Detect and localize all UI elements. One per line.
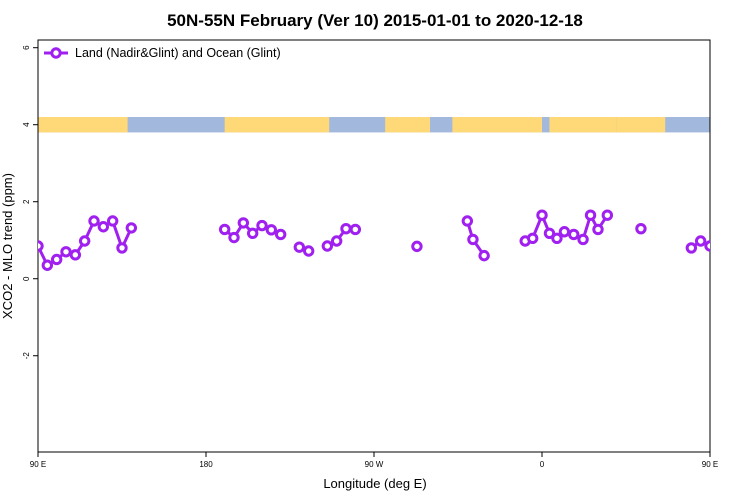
land-band-7 [744, 117, 750, 132]
data-point [411, 240, 423, 253]
data-point [60, 246, 72, 258]
y-tick-label: 4 [22, 122, 31, 127]
data-point [69, 249, 82, 261]
data-point [349, 223, 362, 236]
chart-title: 50N-55N February (Ver 10) 2015-01-01 to … [167, 11, 583, 30]
data-point [116, 242, 128, 254]
data-point [321, 240, 334, 252]
data-point [38, 240, 44, 252]
data-point [704, 240, 710, 252]
data-point [330, 235, 343, 247]
land-band-0 [38, 117, 128, 133]
data-point [724, 255, 732, 263]
data-point [88, 215, 100, 227]
data-point [467, 233, 479, 246]
x-tick-label: 90 E [702, 460, 718, 469]
data-point [256, 219, 268, 232]
data-point [125, 222, 138, 234]
data-point [694, 235, 707, 247]
x-tick-label: 90 W [365, 460, 384, 469]
data-point [558, 226, 571, 238]
data-point [715, 261, 723, 269]
data-point [293, 241, 306, 253]
data-point [340, 222, 352, 235]
land-band-2 [385, 117, 430, 133]
y-tick-label: 6 [22, 45, 31, 50]
land-band-5 [616, 117, 666, 133]
data-point [536, 209, 548, 221]
legend-label: Land (Nadir&Glint) and Ocean (Glint) [75, 46, 281, 60]
data-point [577, 233, 589, 246]
data-point [592, 223, 604, 236]
data-point [218, 223, 231, 236]
data-point [41, 259, 54, 271]
x-tick-label: 0 [540, 460, 545, 469]
y-tick-label: 0 [22, 276, 31, 281]
y-tick-label: -2 [22, 352, 31, 360]
y-axis: -2 0 2 4 6 [22, 45, 38, 359]
data-point [302, 245, 315, 257]
data-point [734, 248, 742, 256]
land-band-1 [224, 117, 330, 133]
data-point [274, 228, 287, 241]
data-point [237, 217, 250, 229]
legend: Land (Nadir&Glint) and Ocean (Glint) [44, 46, 281, 60]
data-point [635, 222, 647, 235]
data-point [228, 231, 240, 244]
data-point [461, 215, 474, 227]
series-group [38, 209, 750, 271]
y-tick-label: 2 [22, 199, 31, 204]
x-tick-label: 90 E [30, 460, 46, 469]
land-ocean-strip [38, 117, 750, 133]
data-point [743, 251, 750, 259]
data-point [478, 249, 490, 262]
data-point [526, 232, 539, 244]
data-point [246, 227, 259, 239]
data-point [568, 228, 580, 241]
x-axis: 90 E 180 90 W 0 90 E [30, 452, 718, 469]
data-point [685, 242, 698, 254]
y-axis-label: XCO2 - MLO trend (ppm) [0, 173, 15, 319]
land-band-4 [549, 117, 617, 133]
land-band-6 [710, 117, 732, 132]
data-point [78, 235, 91, 247]
plot-frame [37, 39, 711, 453]
land-band-3 [452, 117, 542, 133]
legend-marker [50, 47, 62, 59]
data-point [97, 221, 110, 233]
data-point [551, 232, 563, 244]
x-tick-label: 180 [199, 460, 213, 469]
data-point [265, 224, 278, 236]
data-point [543, 227, 556, 239]
data-point [601, 209, 614, 221]
x-axis-label: Longitude (deg E) [323, 476, 426, 491]
data-point [584, 209, 597, 221]
data-point [50, 253, 63, 266]
data-point [106, 215, 119, 227]
